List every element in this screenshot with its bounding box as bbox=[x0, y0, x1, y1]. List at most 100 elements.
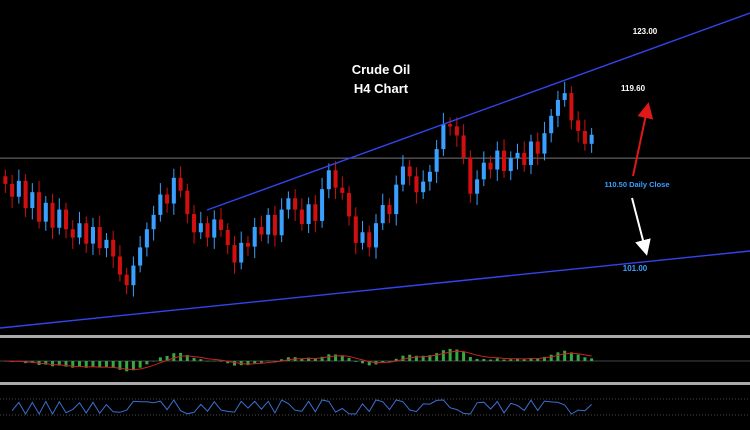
macd-bar bbox=[313, 358, 317, 361]
macd-bar bbox=[381, 361, 385, 363]
macd-bar bbox=[569, 352, 573, 361]
candle-body bbox=[528, 141, 534, 165]
price-label-mid: 119.60 bbox=[621, 84, 646, 93]
candle-body bbox=[427, 171, 432, 182]
candle-body bbox=[387, 205, 392, 215]
candle-body bbox=[144, 229, 149, 248]
candle-body bbox=[582, 130, 587, 144]
candle-body bbox=[165, 194, 170, 204]
candle-body bbox=[212, 219, 217, 238]
upper-trendline bbox=[206, 12, 750, 211]
candle-body bbox=[185, 190, 190, 215]
macd-bar bbox=[131, 361, 135, 371]
macd-bar bbox=[468, 357, 472, 361]
macd-bar bbox=[441, 350, 445, 361]
candle-body bbox=[77, 223, 82, 238]
macd-bar bbox=[489, 359, 493, 361]
macd-bar bbox=[172, 353, 176, 361]
candle-body bbox=[90, 226, 95, 244]
candle-body bbox=[30, 192, 35, 209]
candle-body bbox=[57, 209, 62, 228]
macd-bar bbox=[226, 361, 230, 364]
macd-bar bbox=[583, 357, 587, 361]
price-label-daily-close: 110.50 Daily Close bbox=[604, 180, 669, 189]
macd-bar bbox=[125, 361, 129, 372]
macd-bar bbox=[111, 361, 115, 369]
candle-body bbox=[16, 180, 21, 197]
macd-bar bbox=[327, 354, 331, 361]
candle-body bbox=[347, 192, 352, 217]
candle-body bbox=[117, 256, 122, 275]
macd-bar bbox=[549, 354, 553, 361]
macd-bar bbox=[414, 355, 418, 361]
macd-bar bbox=[428, 355, 432, 361]
macd-bar bbox=[334, 354, 338, 361]
macd-bar bbox=[179, 352, 183, 361]
candle-body bbox=[259, 226, 264, 235]
macd-bar bbox=[138, 361, 142, 368]
candle-body bbox=[239, 242, 244, 263]
candle-body bbox=[279, 209, 284, 236]
macd-bar bbox=[266, 360, 270, 362]
macd-bar bbox=[185, 354, 189, 361]
candle-body bbox=[380, 205, 385, 224]
macd-bar bbox=[516, 358, 520, 361]
macd-bar bbox=[158, 357, 162, 361]
candle-body bbox=[326, 170, 331, 190]
candle-body bbox=[218, 219, 224, 231]
macd-bar bbox=[455, 349, 459, 361]
macd-bar bbox=[462, 352, 466, 361]
candle-body bbox=[333, 170, 338, 188]
candle-body bbox=[481, 162, 486, 180]
candle-body bbox=[535, 141, 540, 154]
candle-body bbox=[43, 202, 48, 222]
candle-body bbox=[192, 214, 197, 233]
macd-bar bbox=[286, 357, 290, 361]
candle-body bbox=[151, 214, 156, 230]
candle-body bbox=[515, 152, 520, 159]
candle-body bbox=[286, 198, 291, 210]
candle-body bbox=[407, 166, 412, 177]
candle-body bbox=[448, 124, 453, 127]
candle-body bbox=[97, 226, 102, 249]
candle-body bbox=[414, 176, 419, 193]
macd-bar bbox=[219, 361, 223, 362]
macd-bar bbox=[57, 361, 61, 366]
macd-signal-line bbox=[5, 350, 592, 371]
candle-body bbox=[3, 176, 8, 184]
macd-bar bbox=[91, 361, 95, 367]
candle-body bbox=[138, 247, 143, 266]
macd-bar bbox=[165, 355, 169, 361]
macd-bar bbox=[104, 361, 108, 368]
candle-body bbox=[252, 226, 257, 247]
candle-body bbox=[10, 183, 15, 197]
macd-bar bbox=[246, 361, 250, 366]
macd-bar bbox=[51, 361, 55, 367]
candle-body bbox=[394, 184, 399, 215]
macd-bar bbox=[421, 355, 425, 361]
macd-bar bbox=[556, 352, 560, 361]
candle-body bbox=[104, 239, 109, 249]
macd-bar bbox=[98, 361, 102, 368]
macd-bar bbox=[387, 361, 391, 362]
candles-layer bbox=[3, 81, 594, 297]
candle-body bbox=[589, 134, 594, 144]
macd-bar bbox=[394, 358, 398, 361]
candle-body bbox=[306, 204, 311, 224]
candle-body bbox=[245, 242, 250, 247]
candle-body bbox=[441, 124, 446, 150]
candle-body bbox=[373, 223, 379, 248]
candle-body bbox=[549, 115, 554, 134]
candle-body bbox=[475, 179, 480, 194]
macd-bar bbox=[84, 361, 88, 368]
macd-bar bbox=[536, 358, 540, 361]
candle-body bbox=[421, 181, 426, 193]
candle-body bbox=[225, 230, 230, 246]
candle-body bbox=[508, 158, 513, 172]
candle-body bbox=[502, 150, 507, 172]
candle-body bbox=[569, 93, 574, 121]
chart-title-line1: Crude Oil bbox=[352, 62, 411, 77]
macd-bar bbox=[361, 361, 365, 364]
down-arrow bbox=[631, 197, 651, 256]
